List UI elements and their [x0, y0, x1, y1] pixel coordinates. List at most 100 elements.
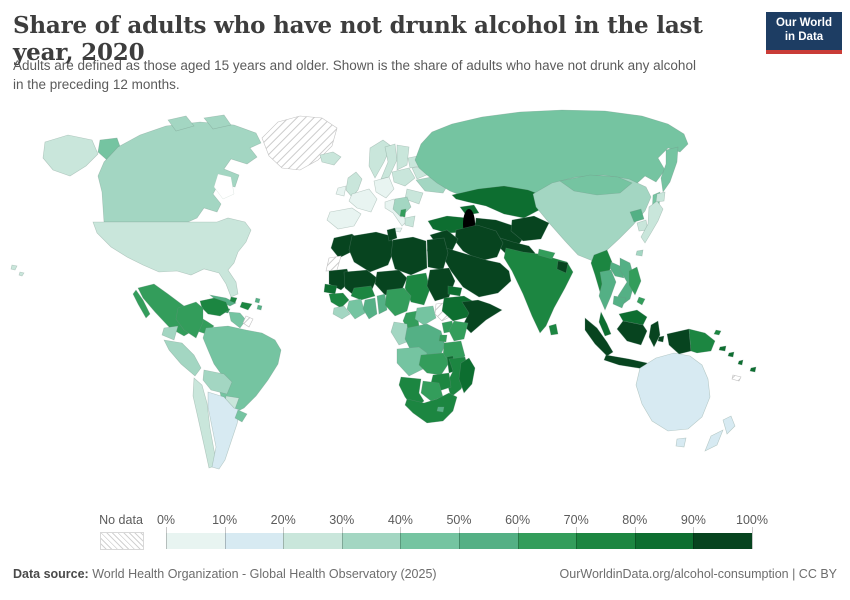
legend-bucket-90-100%[interactable] [693, 533, 752, 549]
country-philippines[interactable] [628, 266, 642, 296]
country-guyana[interactable] [228, 311, 247, 329]
country-nepal[interactable] [537, 248, 556, 260]
country-japan[interactable] [640, 200, 664, 244]
country-eritrea[interactable] [447, 285, 463, 297]
country-central-african-republic[interactable] [414, 305, 437, 326]
country-india[interactable] [503, 247, 574, 334]
country-libya[interactable] [390, 236, 428, 276]
country-greece[interactable] [404, 215, 416, 228]
country-antilles[interactable] [254, 297, 261, 304]
country-taiwan[interactable] [635, 249, 644, 257]
country-chad[interactable] [404, 272, 431, 306]
country-arctic-islands[interactable] [167, 115, 195, 132]
country-png-islands[interactable] [713, 329, 722, 336]
country-albania[interactable] [399, 208, 407, 218]
country-iran[interactable] [454, 224, 504, 262]
country-mexico-baja[interactable] [132, 289, 151, 319]
country-bolivia[interactable] [202, 369, 233, 395]
country-south-africa[interactable] [404, 392, 458, 424]
country-vanuatu[interactable] [737, 359, 744, 366]
country-france[interactable] [348, 188, 378, 213]
country-indonesia-sumatra[interactable] [584, 317, 614, 357]
country-spain[interactable] [326, 207, 362, 230]
legend-color-bar[interactable] [166, 533, 752, 549]
country-malaysia-borneo[interactable] [618, 309, 648, 326]
country-indonesia-papua[interactable] [666, 328, 692, 355]
country-french-guiana[interactable] [242, 315, 254, 328]
country-uruguay[interactable] [234, 409, 248, 423]
country-fiji[interactable] [749, 366, 757, 373]
country-russia-kamchatka[interactable] [660, 146, 679, 193]
country-solomon-islands[interactable] [718, 345, 727, 352]
country-indonesia-java[interactable] [603, 354, 648, 370]
country-finland[interactable] [396, 144, 410, 171]
country-zambia[interactable] [418, 352, 450, 376]
country-ghana[interactable] [362, 297, 378, 320]
country-cote-divoire[interactable] [346, 298, 366, 320]
country-poland[interactable] [391, 167, 416, 187]
country-solomon-islands[interactable] [727, 351, 735, 358]
country-algeria[interactable] [348, 231, 396, 273]
country-sicily[interactable] [394, 227, 403, 233]
legend-bucket-0-10%[interactable] [166, 533, 225, 549]
country-laos[interactable] [609, 261, 625, 279]
country-alaska[interactable] [42, 134, 99, 177]
legend-bucket-20-30%[interactable] [283, 533, 342, 549]
country-uk[interactable] [345, 171, 363, 198]
country-japan-hokkaido[interactable] [655, 191, 666, 203]
country-greenland[interactable] [261, 115, 338, 171]
footer-link[interactable]: OurWorldinData.org/alcohol-consumption |… [559, 567, 837, 581]
country-saudi-arabia[interactable] [442, 247, 512, 298]
country-indonesia-moluccas[interactable] [657, 335, 665, 343]
country-gabon[interactable] [390, 321, 410, 346]
country-kenya[interactable] [448, 320, 469, 342]
country-new-zealand[interactable] [722, 415, 736, 435]
country-sudan[interactable] [426, 267, 456, 302]
legend-bucket-10-20%[interactable] [224, 533, 284, 549]
country-iceland[interactable] [319, 151, 342, 166]
legend-bucket-70-80%[interactable] [576, 533, 635, 549]
country-indonesia-borneo[interactable] [616, 320, 648, 346]
country-arctic-islands[interactable] [203, 114, 232, 130]
country-western-sahara[interactable] [325, 255, 342, 272]
country-usa[interactable] [92, 217, 252, 298]
country-new-zealand[interactable] [704, 429, 724, 452]
legend-bucket-50-60%[interactable] [458, 533, 518, 549]
country-somalia[interactable] [461, 299, 503, 334]
country-rwanda[interactable] [438, 334, 448, 343]
country-madagascar[interactable] [458, 357, 476, 394]
country-senegal[interactable] [323, 283, 338, 295]
legend-bucket-60-70%[interactable] [517, 533, 577, 549]
country-ireland[interactable] [335, 185, 347, 197]
country-thailand[interactable] [598, 269, 617, 311]
country-germany[interactable] [373, 176, 395, 199]
country-benin[interactable] [376, 293, 388, 315]
country-bangladesh[interactable] [556, 260, 569, 274]
country-egypt[interactable] [426, 237, 449, 271]
country-indonesia-sulawesi[interactable] [648, 320, 661, 348]
country-papua-new-guinea[interactable] [688, 328, 716, 354]
legend-bucket-40-50%[interactable] [400, 533, 459, 549]
country-antilles[interactable] [256, 304, 263, 311]
country-hawaii[interactable] [10, 264, 18, 271]
legend-bucket-80-90%[interactable] [634, 533, 694, 549]
country-liberia[interactable] [332, 305, 351, 320]
country-sri-lanka[interactable] [548, 323, 559, 336]
country-romania[interactable] [404, 188, 424, 205]
country-kazakhstan[interactable] [451, 185, 545, 219]
country-hispaniola[interactable] [239, 301, 253, 311]
legend-no-data-swatch[interactable] [100, 532, 144, 550]
country-guinea[interactable] [328, 292, 350, 309]
country-mongolia[interactable] [559, 174, 633, 196]
country-cambodia[interactable] [612, 295, 627, 309]
country-australia[interactable] [635, 352, 711, 432]
country-tunisia[interactable] [386, 227, 398, 242]
country-afghanistan[interactable] [510, 215, 550, 242]
country-lesotho[interactable] [436, 406, 445, 413]
country-colombia[interactable] [175, 301, 204, 339]
country-north-korea[interactable] [629, 208, 645, 223]
country-tasmania[interactable] [675, 437, 687, 448]
country-argentina[interactable] [207, 391, 241, 470]
country-ecuador[interactable] [161, 325, 179, 341]
country-new-caledonia[interactable] [731, 374, 742, 382]
